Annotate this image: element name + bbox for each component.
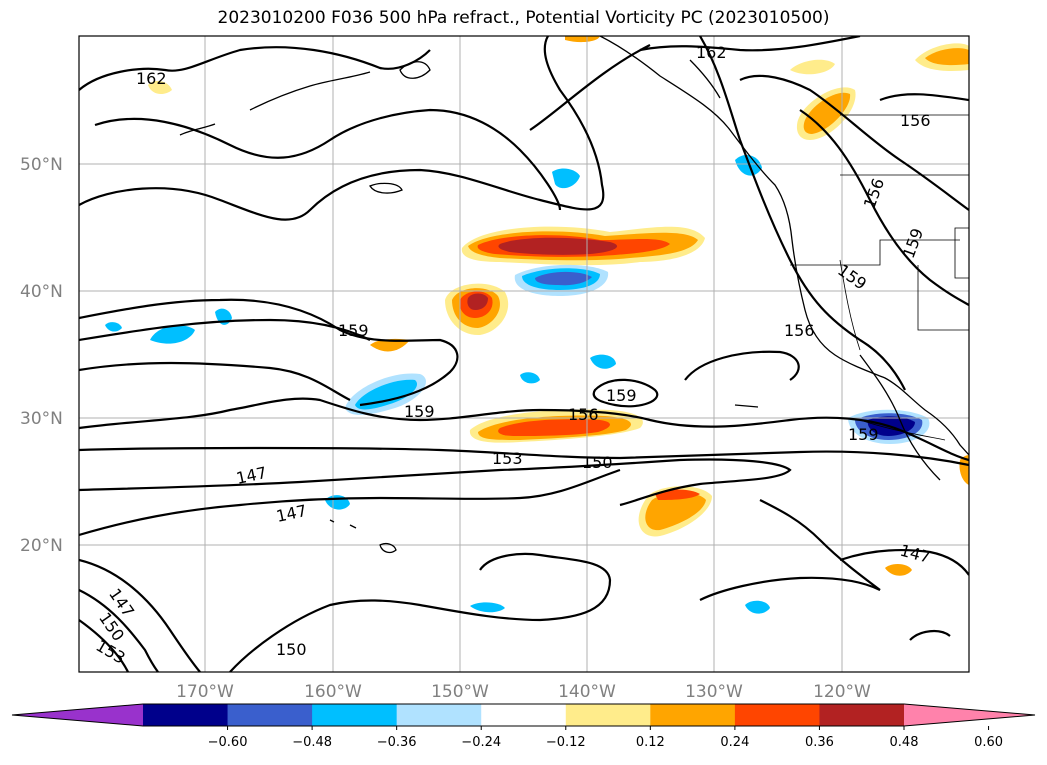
colorbar-tick-label: −0.48 [292, 735, 332, 750]
lat-label-30n: 30°N [20, 409, 63, 429]
map-title: 2023010200 F036 500 hPa refract., Potent… [217, 8, 830, 28]
colorbar-tick-label: 0.24 [720, 735, 749, 750]
lon-label-150w: 150°W [431, 682, 489, 702]
colorbar-tick-label: 0.12 [636, 735, 665, 750]
pv-anomaly-fills [105, 36, 969, 614]
colorbar-swatch [734, 704, 820, 726]
lon-label-170w: 170°W [176, 682, 234, 702]
contour-label: 153 [492, 449, 523, 468]
political-borders [790, 114, 969, 441]
colorbar-swatch [481, 704, 567, 726]
contour-label: 162 [136, 69, 167, 88]
map-frame [78, 35, 970, 673]
contour-label: 156 [784, 321, 815, 340]
lat-label-40n: 40°N [20, 282, 63, 302]
longitude-labels: 170°W 160°W 150°W 140°W 130°W 120°W [176, 682, 871, 702]
latitude-labels: 50°N 40°N 30°N 20°N [20, 155, 63, 556]
colorbar-tick-label: −0.36 [377, 735, 417, 750]
height-contours [79, 36, 969, 672]
contour-label: 159 [848, 425, 879, 444]
lat-label-20n: 20°N [20, 536, 63, 556]
contour-label: 159 [404, 402, 435, 421]
colorbar-swatch [396, 704, 482, 726]
colorbar-tick-label: −0.60 [208, 735, 248, 750]
contour-label: 150 [276, 640, 307, 659]
lon-label-120w: 120°W [813, 682, 871, 702]
colorbar-swatch [12, 704, 143, 726]
colorbar-swatch [227, 704, 313, 726]
colorbar-outline [11, 703, 1036, 727]
colorbar-tick-label: −0.24 [461, 735, 501, 750]
colorbar-swatch [565, 704, 651, 726]
colorbar-swatch [819, 704, 905, 726]
contour-label: 150 [582, 453, 613, 472]
colorbar-tick-label: 0.36 [805, 735, 834, 750]
lat-label-50n: 50°N [20, 155, 63, 175]
map-plot-area: 162 162 156 156 159 159 156 159 159 159 … [79, 36, 969, 672]
contour-label: 159 [338, 321, 369, 340]
contour-label: 156 [568, 405, 599, 424]
lon-label-160w: 160°W [304, 682, 362, 702]
colorbar: −0.60 −0.48 −0.36 −0.24 −0.12 0.12 0.24 0.36 0.4… [11, 703, 1036, 750]
colorbar-swatch [904, 704, 1035, 726]
colorbar-tick-label: 0.48 [890, 735, 919, 750]
colorbar-swatch [312, 704, 398, 726]
colorbar-tick-label: 0.60 [974, 735, 1003, 750]
colorbar-swatch [650, 704, 736, 726]
colorbar-tick-label: −0.12 [546, 735, 586, 750]
contour-label: 159 [606, 386, 637, 405]
lon-label-130w: 130°W [685, 682, 743, 702]
contour-label: 162 [696, 43, 727, 62]
lon-label-140w: 140°W [558, 682, 616, 702]
colorbar-swatch [143, 704, 229, 726]
contour-label: 156 [900, 111, 931, 130]
